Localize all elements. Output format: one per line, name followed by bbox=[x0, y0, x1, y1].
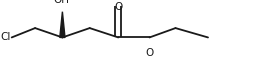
Text: Cl: Cl bbox=[1, 32, 11, 42]
Polygon shape bbox=[60, 12, 65, 37]
Text: O: O bbox=[114, 2, 122, 12]
Text: O: O bbox=[145, 48, 154, 58]
Text: OH: OH bbox=[53, 0, 69, 5]
